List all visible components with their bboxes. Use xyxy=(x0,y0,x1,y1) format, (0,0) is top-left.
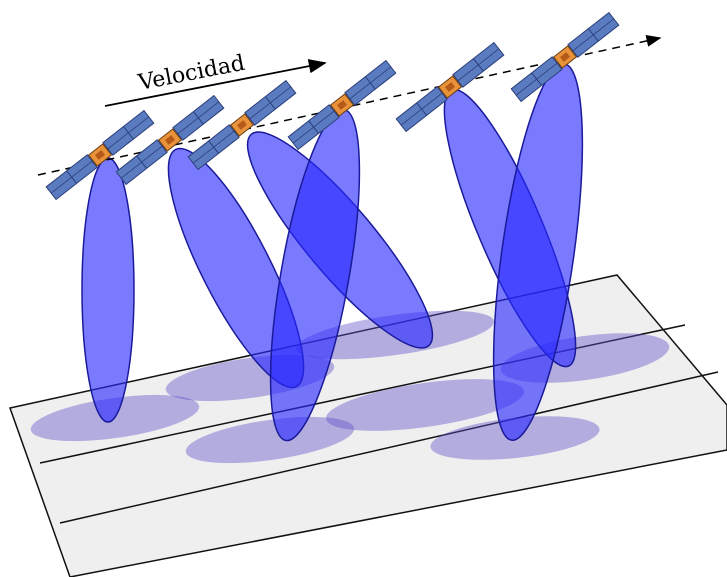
diagram: Velocidad xyxy=(0,0,727,577)
